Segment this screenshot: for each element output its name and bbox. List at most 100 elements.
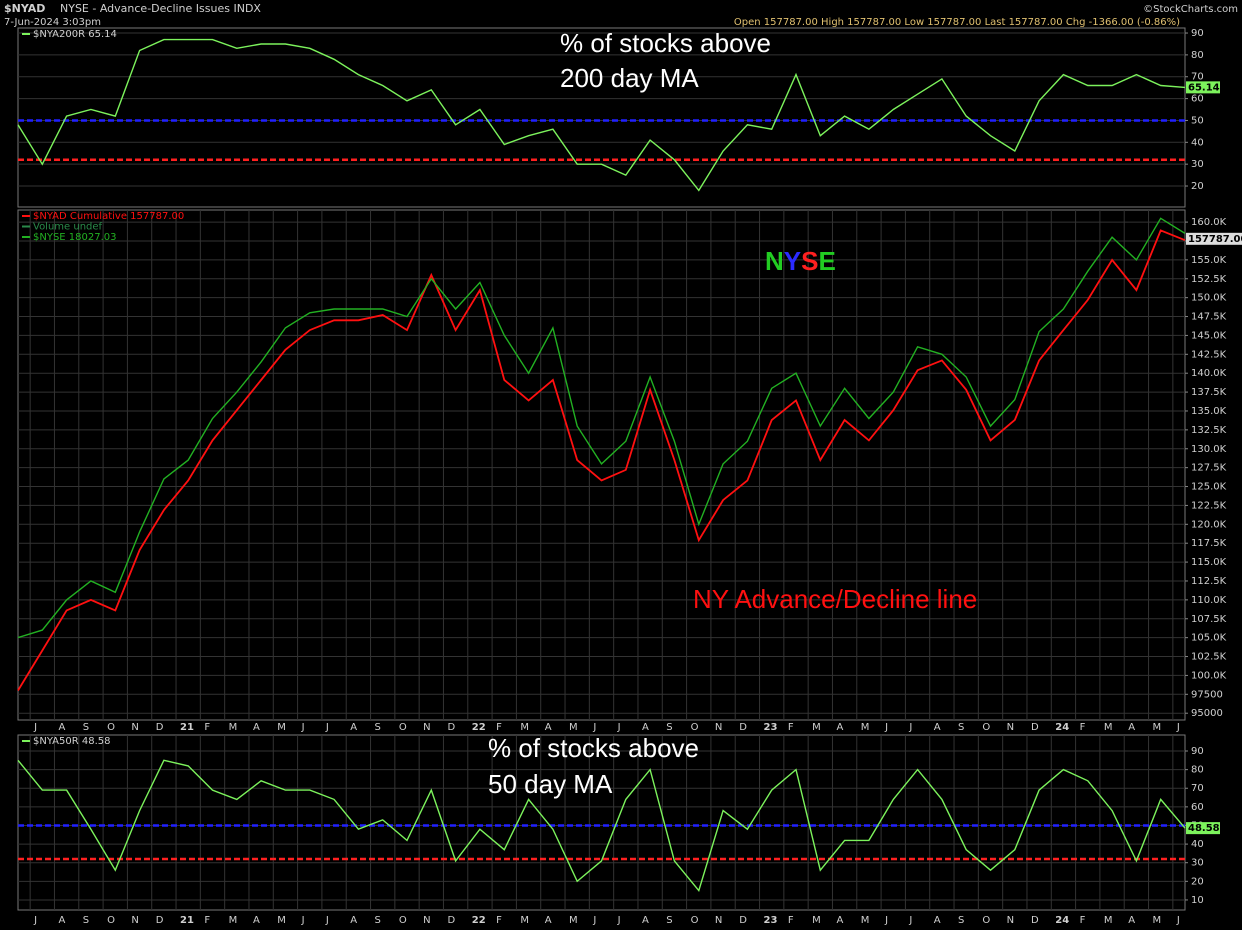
y-tick-label: 60 [1191, 94, 1204, 105]
y-tick-label: 147.5K [1191, 312, 1227, 323]
x-tick-label: M [861, 722, 870, 733]
y-tick-label: 95000 [1191, 708, 1223, 719]
x-tick-label: J [1176, 722, 1180, 733]
x-tick-label: N [715, 915, 722, 926]
y-tick-label: 50 [1191, 115, 1204, 126]
x-tick-label: A [1128, 915, 1135, 926]
y-tick-label: 40 [1191, 839, 1204, 850]
x-tick-label: A [253, 722, 260, 733]
y-tick-label: 135.0K [1191, 406, 1227, 417]
x-tick-label: A [642, 915, 649, 926]
x-tick-label: J [592, 722, 596, 733]
x-tick-label: O [691, 722, 699, 733]
x-tick-label: F [788, 722, 794, 733]
x-tick-label: 24 [1055, 722, 1069, 733]
series-line [17, 759, 1186, 893]
panel-frame [17, 209, 1186, 721]
y-tick-label: 102.5K [1191, 652, 1227, 663]
symbol: $NYAD [4, 2, 45, 15]
x-tick-label: M [1104, 915, 1113, 926]
x-tick-label: M [277, 915, 286, 926]
annotation: % of stocks above [488, 733, 699, 763]
x-tick-label: O [107, 915, 115, 926]
y-tick-label: 60 [1191, 802, 1204, 813]
x-tick-label: A [58, 722, 65, 733]
y-tick-label: 97500 [1191, 689, 1223, 700]
y-tick-label: 20 [1191, 181, 1204, 192]
y-tick-label: 40 [1191, 137, 1204, 148]
x-tick-label: J [301, 722, 305, 733]
x-tick-label: O [691, 915, 699, 926]
x-tick-label: D [1031, 722, 1039, 733]
y-tick-label: 20 [1191, 876, 1204, 887]
x-tick-label: 22 [472, 915, 486, 926]
x-tick-label: F [204, 722, 210, 733]
y-tick-label: 122.5K [1191, 500, 1227, 511]
x-tick-label: A [253, 915, 260, 926]
x-tick-label: F [496, 722, 502, 733]
x-tick-label: A [350, 915, 357, 926]
y-tick-label: 80 [1191, 765, 1204, 776]
x-tick-label: A [1128, 722, 1135, 733]
legend-label: Volume undef [33, 222, 103, 233]
x-tick-label: A [934, 722, 941, 733]
x-tick-label: N [1007, 915, 1014, 926]
y-tick-label: 110.0K [1191, 595, 1227, 606]
x-tick-label: M [229, 722, 238, 733]
x-tick-label: N [715, 722, 722, 733]
y-tick-label: 140.0K [1191, 368, 1227, 379]
y-tick-label: 112.5K [1191, 576, 1227, 587]
x-tick-label: J [33, 722, 37, 733]
y-tick-label: 155.0K [1191, 255, 1227, 266]
last-value-label: 157787.00 [1188, 234, 1242, 245]
title-letter: E [818, 246, 835, 276]
x-tick-label: J [884, 722, 888, 733]
x-tick-label: N [423, 722, 430, 733]
x-tick-label: O [399, 915, 407, 926]
x-tick-label: F [788, 915, 794, 926]
y-tick-label: 142.5K [1191, 349, 1227, 360]
date: 7-Jun-2024 3:03pm [4, 17, 101, 28]
x-tick-label: M [520, 915, 529, 926]
x-tick-label: J [884, 915, 888, 926]
y-tick-label: 145.0K [1191, 330, 1227, 341]
y-tick-label: 90 [1191, 28, 1204, 39]
last-value-tag [1186, 81, 1220, 94]
x-tick-label: M [1153, 915, 1162, 926]
x-tick-label: F [496, 915, 502, 926]
x-tick-label: M [520, 722, 529, 733]
y-tick-label: 152.5K [1191, 274, 1227, 285]
y-tick-label: 120.0K [1191, 519, 1227, 530]
x-tick-label: S [83, 915, 89, 926]
y-tick-label: 70 [1191, 783, 1204, 794]
y-tick-label: 90 [1191, 746, 1204, 757]
x-tick-label: J [592, 915, 596, 926]
series-line [17, 229, 1186, 691]
legend-label: $NYA200R 65.14 [33, 29, 117, 40]
x-tick-label: S [958, 915, 964, 926]
x-tick-label: S [958, 722, 964, 733]
x-tick-label: J [325, 722, 329, 733]
x-tick-label: F [1080, 722, 1086, 733]
x-tick-label: D [1031, 915, 1039, 926]
x-tick-label: O [982, 722, 990, 733]
x-tick-label: A [545, 915, 552, 926]
chart-title: NYSE [765, 246, 836, 276]
x-tick-label: D [447, 915, 455, 926]
x-tick-label: O [107, 722, 115, 733]
y-tick-label: 132.5K [1191, 425, 1227, 436]
annotation: 50 day MA [488, 769, 613, 799]
last-value-tag [1186, 822, 1220, 835]
x-tick-label: J [325, 915, 329, 926]
title-letter: N [765, 246, 784, 276]
x-tick-label: S [375, 915, 381, 926]
x-tick-label: M [812, 915, 821, 926]
y-tick-label: 115.0K [1191, 557, 1227, 568]
x-tick-label: 21 [180, 915, 194, 926]
x-tick-label: N [131, 722, 138, 733]
y-tick-label: 125.0K [1191, 482, 1227, 493]
x-tick-label: J [908, 915, 912, 926]
annotation: NY Advance/Decline line [693, 584, 977, 614]
x-tick-label: 24 [1055, 915, 1069, 926]
x-tick-label: J [301, 915, 305, 926]
